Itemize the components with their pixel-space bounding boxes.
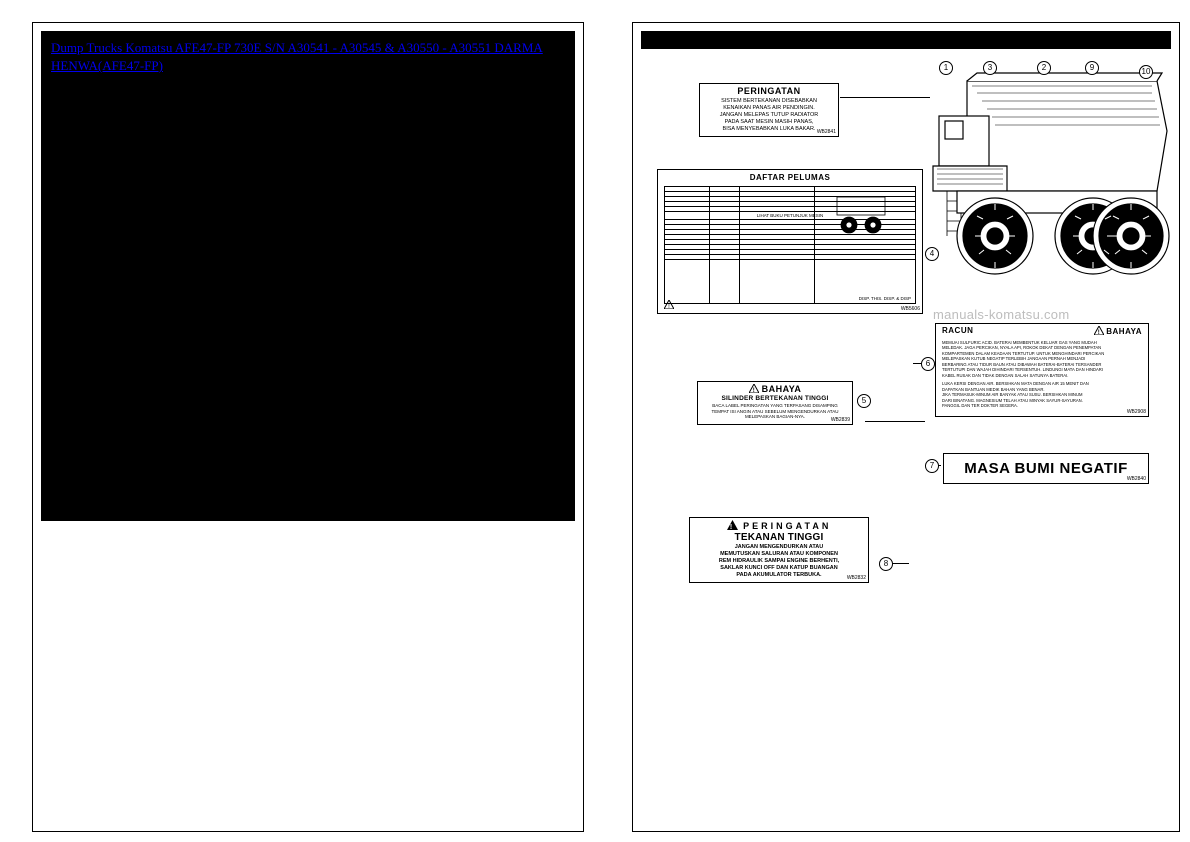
label-line: PADA AKUMULATOR TERBUKA. [693, 572, 865, 579]
label-line: KENAIKAN PANAS AIR PENDINGIN. [703, 105, 835, 112]
label-daftar-pelumas: DAFTAR PELUMAS LIHAT BUKU PETUNJUK MESIN [657, 169, 923, 314]
callout-10: 10 [1139, 65, 1153, 79]
label-title: MASA BUMI NEGATIF [948, 460, 1144, 477]
page-left: Dump Trucks Komatsu AFE47-FP 730E S/N A3… [32, 22, 584, 832]
callout-8: 8 [879, 557, 893, 571]
warning-triangle-icon: ! [664, 300, 674, 309]
warning-triangle-icon: ! [749, 384, 759, 393]
label-line: SISTEM BERTEKANAN DISEBABKAN [703, 98, 835, 105]
callout-5: 5 [857, 394, 871, 408]
label-line: MEMUTUSKAN SALURAN ATAU KOMPONEN [693, 551, 865, 558]
svg-text:!: ! [729, 524, 734, 530]
label-title: RACUN ! BAHAYA [936, 324, 1148, 338]
header-blackbar [641, 31, 1171, 49]
label-title-text: RACUN [942, 326, 973, 336]
label-title: DAFTAR PELUMAS [658, 170, 922, 183]
callout-line [865, 421, 925, 422]
label-line: REM HIDRAULIK SAMPAI ENGINE BERHENTI, [693, 558, 865, 565]
callout-1: 1 [939, 61, 953, 75]
callout-line [840, 97, 930, 98]
dump-truck-illustration [917, 61, 1173, 281]
svg-text:!: ! [668, 304, 670, 309]
callout-6: 6 [921, 357, 935, 371]
svg-text:!: ! [752, 388, 755, 393]
label-line: BACA LABEL PERINGATAN YANG TERPASANG DIS… [701, 403, 849, 409]
label-code: WB2841 [817, 129, 836, 135]
label-line: SAKLAR KUNCI OFF DAN KATUP BUANGAN [693, 565, 865, 572]
label-title: ! PERINGATAN [690, 518, 868, 532]
label-title-text: BAHAYA [762, 384, 802, 394]
label-title-text: PERINGATAN [743, 521, 831, 531]
label-line: PANGGIL DAN TER DOKTER SEGERA. [942, 403, 1142, 408]
label-line: JANGAN MELEPAS TUTUP RADIATOR [703, 112, 835, 119]
callout-9: 9 [1085, 61, 1099, 75]
label-line: DISP. THIS. DISP. & DISP [859, 296, 911, 301]
label-sub: TEKANAN TINGGI [690, 532, 868, 543]
label-peringatan-tekanan: ! PERINGATAN TEKANAN TINGGI JANGAN MENGE… [689, 517, 869, 583]
callout-2: 2 [1037, 61, 1051, 75]
label-title-text: BAHAYA [1106, 327, 1142, 336]
label-line: PADA SAAT MESIN MASIH PANAS, [703, 119, 835, 126]
callout-4: 4 [925, 247, 939, 261]
page-right: manuals-komatsu.com [632, 22, 1180, 832]
pelumas-table: LIHAT BUKU PETUNJUK MESIN DISP. THIS. DI… [664, 186, 916, 304]
label-code: WB2908 [1127, 409, 1146, 415]
label-line: BISA MENYEBABKAN LUKA BAKAR. [703, 126, 835, 133]
label-bahaya-racun: RACUN ! BAHAYA MEMUAI SULFURIC ACID. BAT… [935, 323, 1149, 417]
warning-triangle-icon: ! [1094, 326, 1104, 335]
warning-triangle-icon: ! [727, 520, 738, 530]
label-peringatan-radiator: PERINGATAN SISTEM BERTEKANAN DISEBABKAN … [699, 83, 839, 137]
label-title: ! BAHAYA [698, 382, 852, 395]
label-masa-bumi: MASA BUMI NEGATIF WB2840 [943, 453, 1149, 484]
left-black-panel: Dump Trucks Komatsu AFE47-FP 730E S/N A3… [41, 31, 575, 521]
label-bahaya-silinder: ! BAHAYA SILINDER BERTEKANAN TINGGI BACA… [697, 381, 853, 425]
document-title-link[interactable]: Dump Trucks Komatsu AFE47-FP 730E S/N A3… [51, 40, 543, 73]
label-code: WB2832 [847, 575, 866, 581]
callout-3: 3 [983, 61, 997, 75]
label-code: WB5606 [901, 306, 920, 312]
label-title: PERINGATAN [700, 84, 838, 97]
label-line: JANGAN MENGENDURKAN ATAU [693, 544, 865, 551]
label-code: WB2839 [831, 417, 850, 423]
callout-7: 7 [925, 459, 939, 473]
watermark-text: manuals-komatsu.com [933, 307, 1069, 322]
label-sub: SILINDER BERTEKANAN TINGGI [698, 395, 852, 402]
svg-text:!: ! [1097, 330, 1100, 335]
label-line: MELEPASKAN BAGIAN-NYA. [701, 414, 849, 420]
label-code: WB2840 [1127, 476, 1146, 482]
